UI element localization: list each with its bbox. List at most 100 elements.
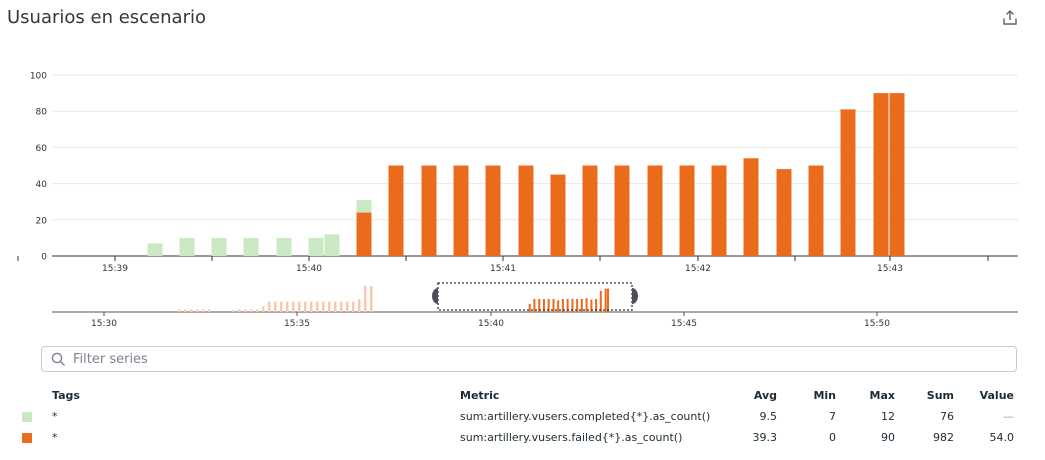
navigator-history-bar (328, 301, 331, 312)
navigator-bar (561, 299, 564, 312)
navigator-bar (533, 299, 536, 312)
navigator-bar (576, 299, 579, 312)
navigator-history-bar (286, 301, 289, 312)
bar-completed (276, 237, 292, 256)
widget-title: Usuarios en escenario (7, 7, 206, 28)
navigator-history-bar (184, 309, 187, 312)
bar-failed (776, 169, 792, 256)
navigator-history-bar (322, 301, 325, 312)
share-button[interactable] (1000, 8, 1020, 28)
bar-failed (743, 158, 759, 256)
bar-failed (647, 165, 663, 256)
x-tick-label: 15:42 (685, 264, 711, 274)
row-sum: 76 (940, 410, 954, 423)
row-min: 0 (829, 431, 836, 444)
legend-row-failed[interactable]: * sum:artillery.vusers.failed{*}.as_coun… (0, 428, 1045, 449)
navigator-bar (542, 299, 545, 312)
header-avg[interactable]: Avg (753, 389, 777, 402)
y-tick-label: 100 (30, 72, 47, 82)
bar-failed (873, 93, 889, 256)
navigator-history-bar (352, 301, 355, 312)
bar-completed (308, 237, 324, 256)
legend-row-completed[interactable]: * sum:artillery.vusers.completed{*}.as_c… (0, 407, 1045, 428)
navigator-bar (557, 300, 560, 312)
navigator-bar (538, 299, 541, 312)
legend-header-row: Tags Metric Avg Min Max Sum Value (0, 386, 1045, 407)
bar-failed (356, 212, 372, 256)
bar-completed (211, 237, 227, 256)
y-tick-label: 20 (36, 216, 48, 226)
navigator-left-handle[interactable] (432, 288, 438, 304)
navigator-bar (528, 303, 531, 312)
header-value[interactable]: Value (979, 389, 1014, 402)
bar-failed (518, 165, 534, 256)
navigator-tick-label: 15:50 (864, 319, 890, 329)
row-max: 12 (881, 410, 895, 423)
navigator-history-bar (316, 301, 319, 312)
bar-failed (614, 165, 630, 256)
bar-completed (324, 234, 340, 256)
navigator-history-bar (256, 309, 259, 312)
bar-completed (243, 237, 259, 256)
main-bar-chart[interactable]: 0 20 40 60 80 100 15:39 15:40 15:41 15:42 15:43 (0, 60, 1045, 280)
navigator-right-handle[interactable] (632, 288, 638, 304)
x-tick-label: 15:41 (490, 264, 516, 274)
navigator-history-bar (250, 309, 253, 312)
navigator-history-bar (190, 309, 193, 312)
navigator-history-bar (208, 309, 211, 312)
navigator-bar (604, 288, 607, 312)
navigator-bar (607, 288, 609, 312)
navigator-history-bar (262, 306, 265, 312)
time-navigator[interactable]: 15:30 15:35 15:40 15:45 15:50 (0, 280, 1045, 330)
navigator-history-bar (244, 309, 247, 312)
navigator-history-bar (178, 309, 181, 312)
navigator-bar (595, 299, 598, 312)
navigator-history-bar (364, 286, 367, 312)
row-tags: * (52, 431, 58, 444)
navigator-history-bar (370, 286, 373, 312)
row-avg: 9.5 (759, 410, 778, 423)
bar-failed (582, 165, 598, 256)
row-metric: sum:artillery.vusers.failed{*}.as_count(… (460, 431, 683, 444)
navigator-history-bar (340, 301, 343, 312)
bar-failed (421, 165, 437, 256)
x-tick-label: 15:40 (296, 264, 322, 274)
bar-failed (808, 165, 824, 256)
filter-series-input[interactable] (73, 351, 1016, 367)
y-tick-label: 0 (41, 253, 47, 263)
row-metric: sum:artillery.vusers.completed{*}.as_cou… (460, 410, 711, 423)
header-tags[interactable]: Tags (52, 389, 80, 402)
navigator-history-bar (232, 310, 235, 312)
row-value: — (1003, 410, 1014, 423)
row-tags: * (52, 410, 58, 423)
navigator-tick-label: 15:30 (91, 319, 117, 329)
navigator-tick-label: 15:35 (284, 319, 310, 329)
bar-failed (550, 174, 566, 256)
filter-series-search[interactable] (41, 346, 1017, 372)
navigator-history-bar (298, 301, 301, 312)
header-sum[interactable]: Sum (926, 389, 954, 402)
navigator-bar (585, 297, 588, 312)
navigator-history-bar (202, 309, 205, 312)
bar-failed (840, 109, 856, 256)
navigator-tick-label: 15:40 (478, 319, 504, 329)
x-tick-label: 15:43 (877, 264, 903, 274)
navigator-history-bar (334, 301, 337, 312)
series-color-swatch[interactable] (22, 412, 32, 422)
navigator-history-bar (238, 309, 241, 312)
header-metric[interactable]: Metric (460, 389, 500, 402)
navigator-bar (571, 299, 574, 312)
bar-completed (179, 237, 195, 256)
header-max[interactable]: Max (869, 389, 895, 402)
navigator-bar (599, 290, 602, 312)
y-tick-label: 40 (36, 180, 48, 190)
x-tick-label: 15:39 (102, 264, 128, 274)
navigator-history-bar (280, 301, 283, 312)
bar-failed (889, 93, 905, 256)
series-color-swatch[interactable] (22, 433, 32, 443)
search-icon (51, 352, 66, 367)
navigator-tick-label: 15:45 (671, 319, 697, 329)
header-min[interactable]: Min (813, 389, 836, 402)
legend-table: Tags Metric Avg Min Max Sum Value * sum:… (0, 386, 1045, 449)
navigator-history-bar (268, 301, 271, 312)
